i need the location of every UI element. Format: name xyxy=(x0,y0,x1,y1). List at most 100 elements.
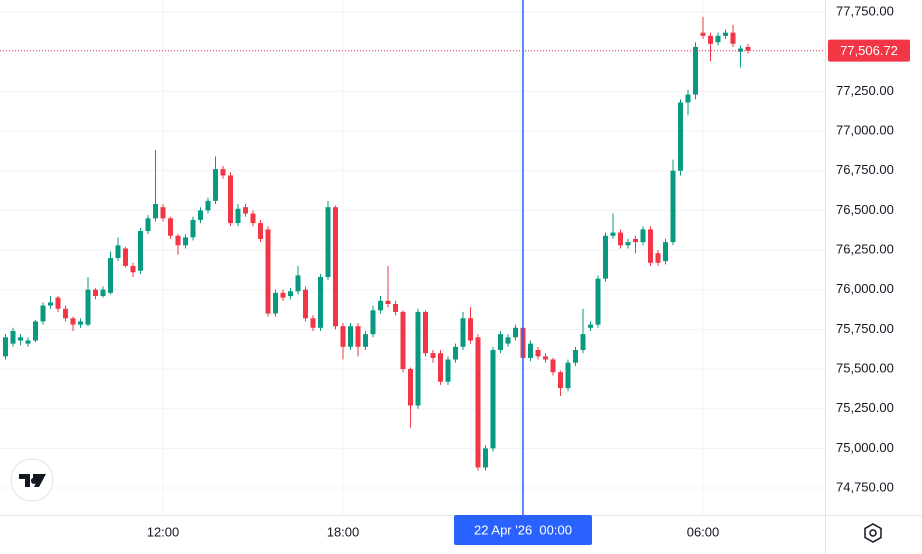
crosshair-label: 22 Apr '26 00:00 xyxy=(474,522,572,537)
candle-body xyxy=(400,311,406,370)
candle-body xyxy=(153,204,158,219)
candle-body xyxy=(175,235,181,246)
candle-body xyxy=(325,207,331,278)
candle-body xyxy=(160,207,166,219)
candle-body xyxy=(550,359,556,373)
candle-body xyxy=(145,218,151,232)
y-tick-label: 76,250.00 xyxy=(836,241,894,256)
candle-body xyxy=(475,337,481,468)
candle-body xyxy=(280,292,286,298)
candle-body xyxy=(588,324,593,328)
logo-mark xyxy=(19,474,46,487)
y-tick-label: 76,750.00 xyxy=(836,162,894,177)
y-tick-label: 75,000.00 xyxy=(836,440,894,455)
candle-body xyxy=(303,289,308,319)
candle-body xyxy=(33,321,38,341)
candle-body xyxy=(190,219,196,238)
candle-body xyxy=(730,32,736,44)
candle-body xyxy=(685,94,691,103)
candle-body xyxy=(273,292,278,314)
candle-body xyxy=(565,362,571,389)
candle-body xyxy=(378,300,383,311)
y-tick-label: 76,000.00 xyxy=(836,281,894,296)
axes: 74,750.00 75,000.00 75,250.00 75,500.00 75,7… xyxy=(147,0,910,545)
candle-body xyxy=(468,318,473,341)
candle-body xyxy=(78,321,83,325)
candle-body xyxy=(393,303,398,312)
candle-body xyxy=(460,318,466,347)
candle-body xyxy=(505,337,511,344)
candle-body xyxy=(258,223,263,239)
x-tick-label: 18:00 xyxy=(327,524,360,539)
candle-body xyxy=(490,349,496,449)
candle-body xyxy=(265,229,271,314)
candle-body xyxy=(355,326,361,347)
candle-body xyxy=(295,275,301,292)
candle-body xyxy=(333,207,338,327)
y-tick-label: 75,500.00 xyxy=(836,360,894,375)
candle-body xyxy=(213,169,218,201)
y-tick-label: 77,000.00 xyxy=(836,122,894,137)
candle-body xyxy=(205,200,211,211)
candle-body xyxy=(498,334,503,350)
candle-body xyxy=(445,359,451,382)
y-tick-label: 77,250.00 xyxy=(836,83,894,98)
candle-body xyxy=(678,102,683,171)
candle-body xyxy=(108,257,113,293)
candle-body xyxy=(55,297,61,309)
candle-body xyxy=(243,207,248,214)
x-tick-label: 06:00 xyxy=(687,524,720,539)
candle-body xyxy=(310,318,316,328)
candle-body xyxy=(640,229,646,243)
candle-body xyxy=(340,326,346,347)
candle-body xyxy=(63,308,68,319)
candle-body xyxy=(423,311,428,354)
candle-body xyxy=(430,353,436,358)
candle-body xyxy=(558,372,563,389)
candle-body xyxy=(693,46,698,95)
candle-body xyxy=(715,35,721,43)
candle-body xyxy=(18,337,23,341)
candle-body xyxy=(738,48,743,52)
candle-body xyxy=(220,169,226,176)
candle-body xyxy=(573,349,578,363)
candle-body xyxy=(745,46,751,51)
candle-body xyxy=(528,343,533,358)
candle-body xyxy=(655,253,661,263)
candle-body xyxy=(580,334,586,350)
logo[interactable] xyxy=(10,458,54,502)
candle-body xyxy=(633,238,638,243)
candle-body xyxy=(168,218,173,236)
candle-body xyxy=(385,300,391,304)
candle-body xyxy=(3,337,8,357)
candle-body xyxy=(85,289,91,325)
candle-body xyxy=(40,305,46,322)
last-price-box xyxy=(828,39,910,62)
candle-body xyxy=(708,35,713,44)
candle-body xyxy=(625,242,631,246)
candles xyxy=(0,16,825,471)
candle-body xyxy=(198,210,203,220)
candle-body xyxy=(228,175,233,224)
settings-icon xyxy=(864,523,882,543)
candle-body xyxy=(288,291,293,297)
candle-body xyxy=(100,289,106,297)
settings-icon-center xyxy=(869,529,877,537)
candle-body xyxy=(513,327,518,338)
y-tick-label: 77,750.00 xyxy=(836,3,894,18)
candle-body xyxy=(48,302,53,306)
candle-body xyxy=(123,248,128,266)
candle-body xyxy=(535,349,541,357)
candle-body xyxy=(618,232,623,246)
candle-body xyxy=(610,232,616,236)
settings-button[interactable] xyxy=(864,523,882,543)
candle-body xyxy=(318,277,323,328)
candle-body xyxy=(348,326,353,347)
y-tick-label: 74,750.00 xyxy=(836,479,894,494)
candle-body xyxy=(543,356,548,360)
candle-body xyxy=(415,311,421,406)
candle-body xyxy=(25,340,31,344)
candle-body xyxy=(595,278,601,325)
candle-body xyxy=(483,448,488,468)
